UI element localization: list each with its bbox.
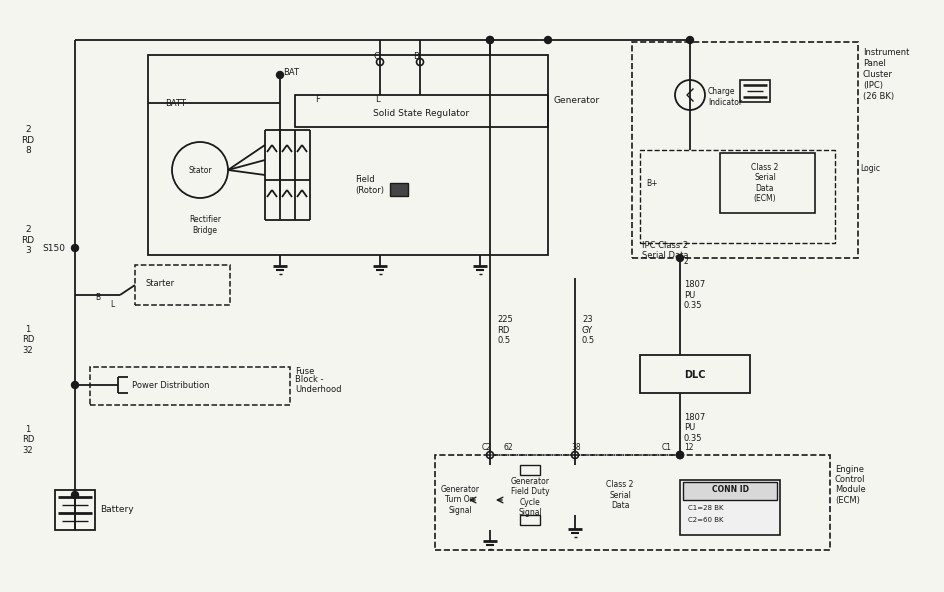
Circle shape [545, 37, 551, 43]
Bar [640, 355, 750, 393]
Bar [720, 153, 815, 213]
Text: 1
RD
32: 1 RD 32 [22, 325, 34, 355]
Text: C: C [373, 52, 379, 60]
Text: C1=28 BK: C1=28 BK [688, 505, 723, 511]
Text: CONN ID: CONN ID [712, 485, 749, 494]
Text: 1
RD
32: 1 RD 32 [22, 425, 34, 455]
Text: 225
RD
0.5: 225 RD 0.5 [497, 315, 513, 345]
Text: Serial Data: Serial Data [642, 250, 688, 259]
Text: (ECM): (ECM) [835, 496, 860, 504]
Bar [135, 265, 230, 305]
Text: Solid State Regulator: Solid State Regulator [373, 108, 469, 117]
Text: C2: C2 [482, 442, 492, 452]
Bar [435, 455, 830, 550]
Text: 1807
PU
0.35: 1807 PU 0.35 [684, 413, 705, 443]
Text: C1: C1 [662, 442, 672, 452]
Text: Instrument: Instrument [863, 47, 909, 56]
Circle shape [677, 452, 683, 458]
Text: Control: Control [835, 475, 866, 484]
Text: S150: S150 [42, 243, 65, 253]
Text: 12: 12 [684, 442, 694, 452]
Bar [683, 482, 777, 500]
Text: Battery: Battery [100, 506, 134, 514]
Text: Stator: Stator [188, 166, 211, 175]
Text: 1807
PU
0.35: 1807 PU 0.35 [684, 280, 705, 310]
Text: L: L [110, 300, 114, 308]
Text: Charge
Indicator: Charge Indicator [708, 87, 742, 107]
Text: Power Distribution: Power Distribution [132, 381, 210, 390]
Bar [520, 515, 540, 525]
Text: 38: 38 [571, 442, 581, 452]
Text: Class 2
Serial
Data: Class 2 Serial Data [606, 480, 633, 510]
Circle shape [486, 37, 494, 43]
Text: Module: Module [835, 485, 866, 494]
Text: B+: B+ [646, 179, 658, 188]
Circle shape [72, 381, 78, 388]
Text: Field
(Rotor): Field (Rotor) [355, 175, 384, 195]
Text: Underhood: Underhood [295, 385, 342, 394]
Text: Class 2
Serial
Data
(ECM): Class 2 Serial Data (ECM) [751, 163, 779, 203]
Bar [295, 95, 548, 127]
Text: 23
GY
0.5: 23 GY 0.5 [582, 315, 595, 345]
Text: DLC: DLC [684, 370, 706, 380]
Text: L: L [375, 95, 379, 104]
Bar [520, 465, 540, 475]
Bar [390, 183, 408, 196]
Text: IPC Class 2: IPC Class 2 [642, 240, 688, 249]
Circle shape [686, 37, 694, 43]
Text: (IPC): (IPC) [863, 81, 883, 89]
Text: Generator
Turn On
Signal: Generator Turn On Signal [441, 485, 480, 515]
Text: 2
RD
8: 2 RD 8 [22, 125, 35, 155]
Bar [90, 367, 290, 405]
Bar [632, 42, 858, 258]
Text: Block -: Block - [295, 375, 324, 384]
Circle shape [677, 255, 683, 262]
Text: 2: 2 [684, 256, 689, 265]
Text: Panel: Panel [863, 59, 885, 67]
Text: C2=60 BK: C2=60 BK [688, 517, 723, 523]
Text: F: F [315, 95, 320, 104]
Bar [680, 480, 780, 535]
Bar [55, 490, 95, 530]
Text: Fuse: Fuse [295, 366, 314, 375]
Text: Engine: Engine [835, 465, 864, 475]
Circle shape [72, 244, 78, 252]
Text: (26 BK): (26 BK) [863, 92, 894, 101]
Circle shape [72, 491, 78, 498]
Text: Generator
Field Duty
Cycle
Signal: Generator Field Duty Cycle Signal [511, 477, 549, 517]
Text: 62: 62 [504, 442, 514, 452]
Text: 2
RD
3: 2 RD 3 [22, 225, 35, 255]
Text: Generator: Generator [553, 95, 599, 105]
Text: Cluster: Cluster [863, 69, 893, 79]
Text: Rectifier
Bridge: Rectifier Bridge [189, 215, 221, 234]
Circle shape [277, 72, 283, 79]
Circle shape [486, 37, 494, 43]
Text: B: B [95, 292, 100, 301]
Text: BAT: BAT [283, 67, 299, 76]
Bar [740, 80, 770, 102]
Bar [640, 150, 835, 243]
Text: Starter: Starter [145, 278, 174, 288]
Text: B: B [413, 52, 419, 60]
Bar [148, 55, 548, 255]
Text: BATT: BATT [165, 98, 186, 108]
Text: Logic: Logic [860, 163, 880, 172]
